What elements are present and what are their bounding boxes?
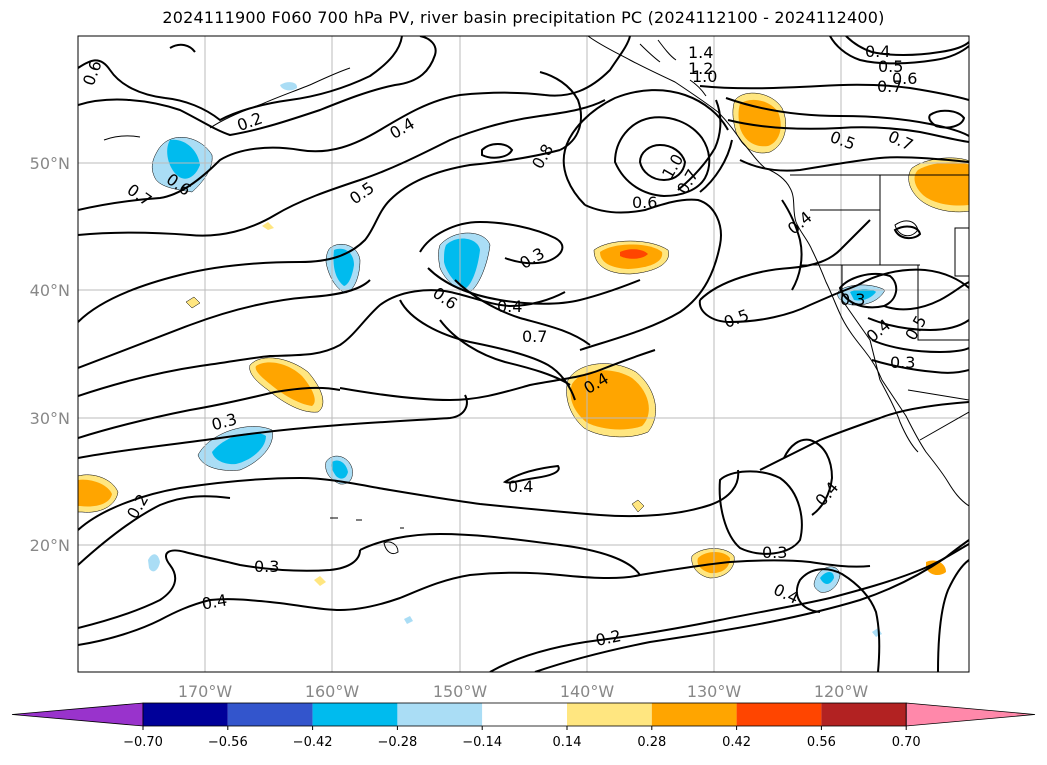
- precip-positive-core: [255, 362, 315, 406]
- contour-label: 1.2: [688, 59, 713, 78]
- colorbar-tick-label: 0.56: [807, 735, 836, 750]
- precip-positive-speck: [262, 222, 274, 230]
- precip-positive-core: [78, 479, 112, 507]
- precip-positive-speck: [185, 296, 201, 309]
- precip-positive-peak: [620, 249, 648, 259]
- precip-negative-core: [167, 139, 200, 179]
- colorbar-tick-label: 0.14: [553, 735, 582, 750]
- contour-label: 0.2: [594, 626, 623, 650]
- precip-positive-core: [738, 99, 781, 147]
- colorbar-tick-label: 0.28: [637, 735, 666, 750]
- precip-positive-speck: [631, 499, 645, 513]
- contour-label: 0.6: [892, 69, 917, 88]
- lon-tick-labels: 170°W 160°W 150°W 140°W 130°W 120°W: [178, 682, 869, 701]
- coastlines: [103, 36, 969, 555]
- lat-tick-label: 20°N: [30, 536, 70, 555]
- colorbar-tick-label: −0.56: [208, 735, 248, 750]
- lon-tick-label: 120°W: [814, 682, 869, 701]
- contour-label: 0.3: [762, 543, 787, 562]
- colorbar-labels: −0.70 −0.56 −0.42 −0.28 −0.14 0.14 0.28 0.42 0.5…: [123, 726, 921, 750]
- precip-shading: [78, 82, 969, 637]
- colorbar-segment: [736, 703, 822, 726]
- lat-tick-label: 30°N: [30, 409, 70, 428]
- colorbar-segment: [567, 703, 652, 726]
- lat-tick-label: 50°N: [30, 154, 70, 173]
- contour-label: 0.7: [522, 327, 547, 346]
- precip-negative-core: [331, 460, 348, 479]
- contour-label: 1.0: [692, 67, 717, 86]
- contour-label: 0.3: [840, 290, 865, 309]
- pv-contours: [78, 36, 969, 672]
- figure-title: 2024111900 F060 700 hPa PV, river basin …: [162, 8, 885, 27]
- contour-label: 0.7: [877, 77, 902, 96]
- precip-negative-core: [820, 572, 834, 584]
- lon-tick-label: 160°W: [305, 682, 360, 701]
- lat-tick-label: 40°N: [30, 281, 70, 300]
- gridlines: [78, 36, 969, 672]
- lon-tick-label: 150°W: [433, 682, 488, 701]
- colorbar-extend-high: [905, 702, 1036, 727]
- contour-label: 0.3: [890, 353, 915, 372]
- colorbar-segment: [397, 703, 483, 726]
- colorbar-segment: [312, 703, 398, 726]
- colorbar-frame: [142, 702, 907, 727]
- precip-positive-core: [914, 162, 969, 206]
- colorbar-segment: [482, 703, 567, 726]
- map-background: [78, 36, 969, 672]
- precip-negative-core: [212, 432, 266, 465]
- map-frame: [77, 35, 970, 673]
- precip-negative-core: [850, 289, 876, 301]
- colorbar-segment: [651, 703, 737, 726]
- precip-negative-speck: [148, 554, 160, 572]
- colorbar-tick-label: −0.28: [377, 735, 417, 750]
- contour-label: 0.4: [497, 297, 522, 316]
- contour-label: 0.6: [632, 193, 657, 212]
- precip-negative-core: [333, 248, 354, 286]
- colorbar-segments: [11, 702, 1036, 727]
- colorbar-segment: [227, 703, 313, 726]
- precip-negative-speck: [404, 616, 413, 624]
- contour-label: 0.4: [200, 590, 228, 613]
- colorbar-segment: [821, 703, 907, 726]
- colorbar-segment: [143, 703, 228, 726]
- precip-negative-speck: [280, 82, 298, 91]
- colorbar-tick-label: −0.42: [293, 735, 333, 750]
- precip-positive-speck: [314, 576, 326, 586]
- lon-tick-label: 130°W: [687, 682, 742, 701]
- lon-tick-label: 140°W: [560, 682, 615, 701]
- contour-label: 0.4: [508, 477, 533, 496]
- colorbar-tick-label: 0.42: [722, 735, 751, 750]
- colorbar-tick-label: −0.70: [123, 735, 163, 750]
- contour-label: 0.3: [254, 557, 279, 576]
- precip-positive-core: [570, 370, 649, 430]
- colorbar-tick-label: 0.70: [892, 735, 921, 750]
- colorbar-tick-label: −0.14: [462, 735, 502, 750]
- contour-label: 0.5: [878, 57, 903, 76]
- contour-label: 1.4: [688, 43, 713, 62]
- contour-label: 0.4: [865, 42, 890, 61]
- colorbar-extend-low: [11, 702, 144, 727]
- precip-negative-core: [444, 238, 480, 288]
- lat-tick-labels: 50°N 40°N 30°N 20°N: [30, 154, 70, 555]
- lon-tick-label: 170°W: [178, 682, 233, 701]
